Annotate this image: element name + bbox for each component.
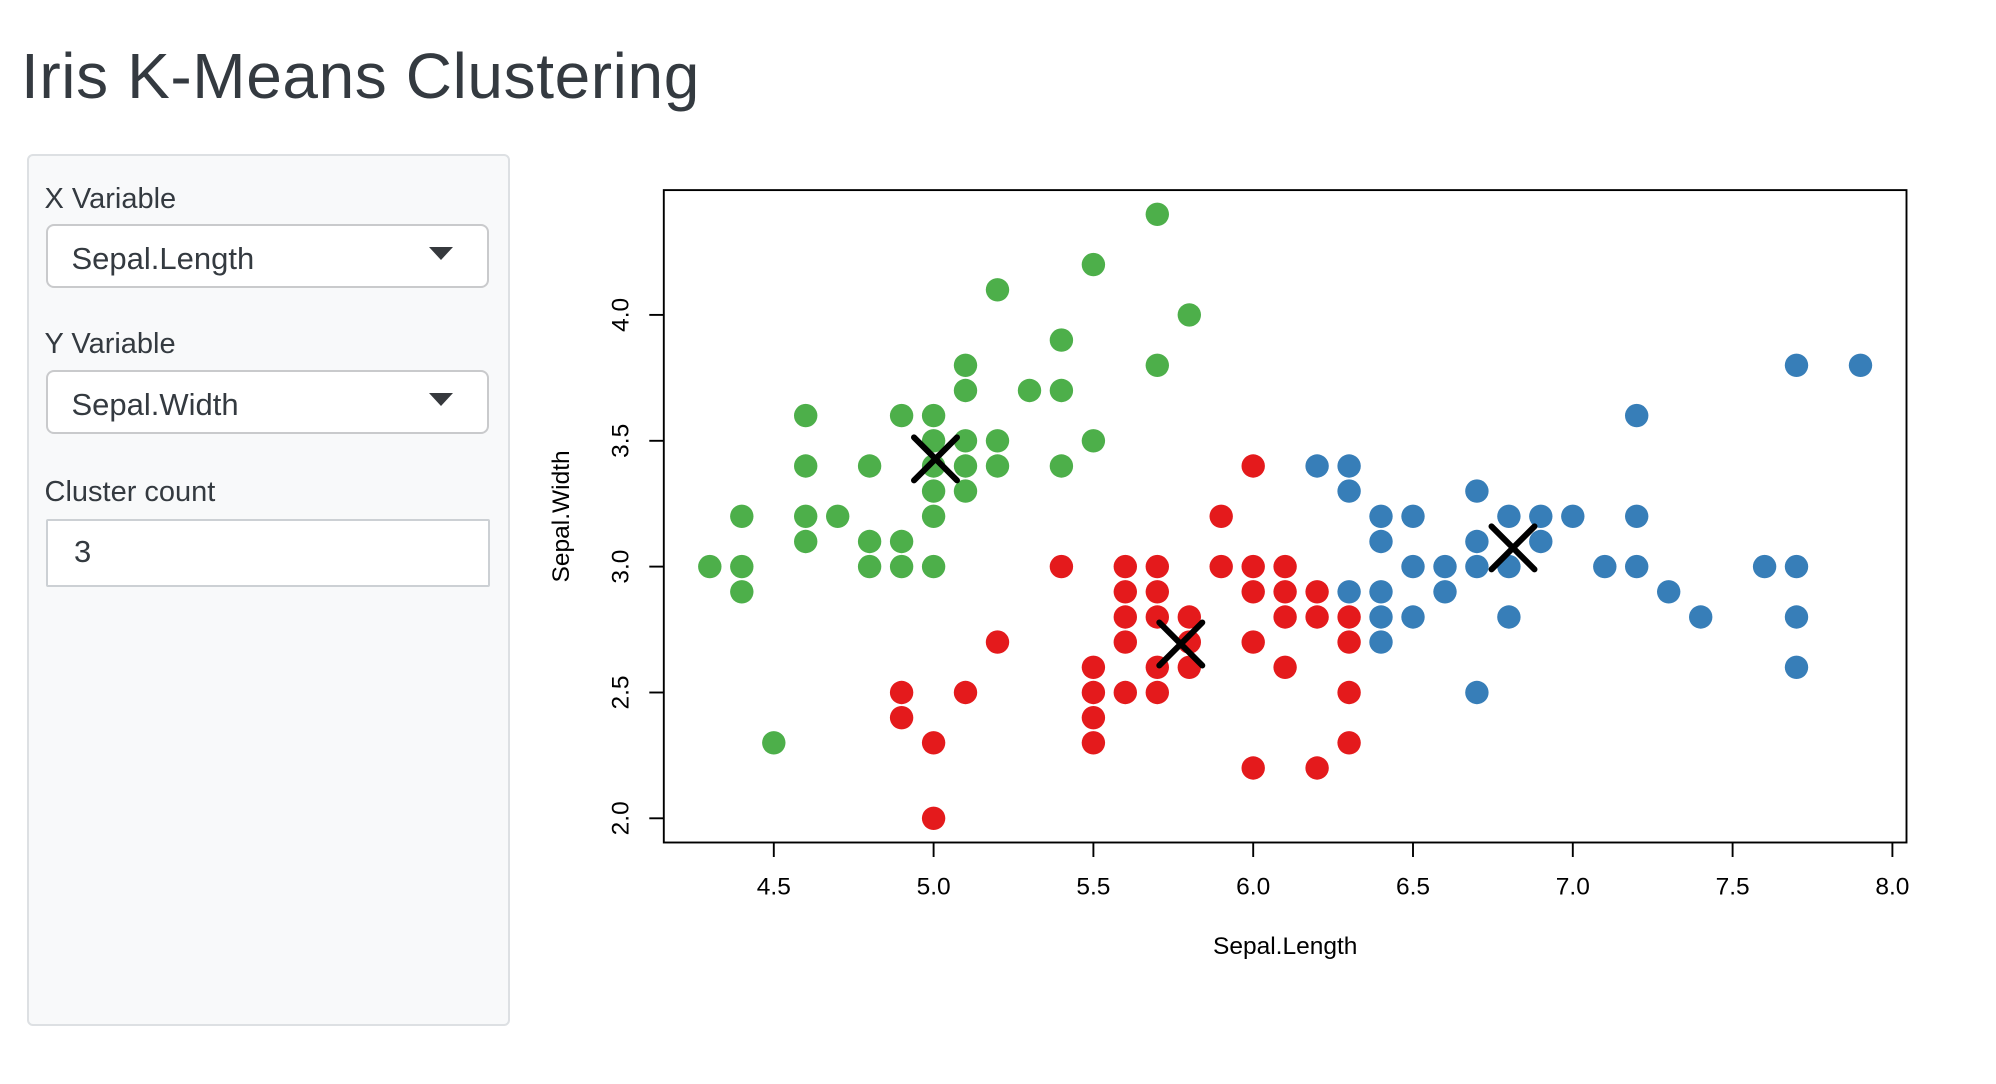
svg-text:7.5: 7.5: [1716, 874, 1750, 901]
svg-text:2.5: 2.5: [608, 675, 635, 709]
svg-text:Sepal.Length: Sepal.Length: [1213, 933, 1357, 960]
svg-text:6.5: 6.5: [1396, 874, 1430, 901]
svg-text:5.0: 5.0: [917, 874, 951, 901]
svg-text:3.5: 3.5: [608, 424, 635, 458]
svg-text:6.0: 6.0: [1236, 874, 1270, 901]
svg-text:8.0: 8.0: [1875, 874, 1909, 901]
svg-text:3.0: 3.0: [608, 550, 635, 584]
svg-text:7.0: 7.0: [1556, 874, 1590, 901]
svg-text:2.0: 2.0: [608, 801, 635, 835]
svg-text:5.5: 5.5: [1076, 874, 1110, 901]
svg-text:Sepal.Width: Sepal.Width: [548, 450, 575, 582]
svg-text:4.5: 4.5: [757, 874, 791, 901]
svg-text:4.0: 4.0: [608, 298, 635, 332]
